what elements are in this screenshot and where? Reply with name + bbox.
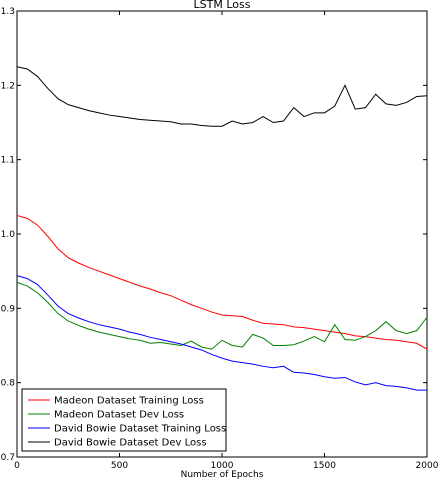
y-tick-label: 1.3 [1, 7, 15, 17]
series-line-3 [16, 66, 428, 127]
y-tick-label: 0.9 [1, 304, 16, 314]
legend-label-3: David Bowie Dataset Dev Loss [54, 438, 207, 449]
y-tick-label: 1.0 [1, 230, 16, 240]
x-tick-label: 0 [14, 461, 20, 471]
series-lines [16, 66, 428, 391]
legend-label-1: Madeon Dataset Dev Loss [54, 410, 184, 421]
series-line-0 [16, 214, 428, 350]
x-axis-label: Number of Epochs [181, 470, 264, 480]
y-tick-label: 0.8 [1, 379, 16, 389]
axis-ticks: 0 500 1000 1500 2000 0.7 0.8 0.9 1.0 1.1 1.2 1.3 [1, 7, 439, 471]
chart-title: LSTM Loss [194, 0, 251, 11]
series-line-1 [16, 281, 428, 350]
series-line-2 [16, 275, 427, 391]
legend-label-0: Madeon Dataset Training Loss [54, 396, 204, 407]
y-tick-label: 1.2 [1, 81, 15, 91]
y-tick-label: 0.7 [1, 453, 15, 463]
legend: Madeon Dataset Training Loss Madeon Datas… [21, 388, 227, 452]
legend-label-2: David Bowie Dataset Training Loss [54, 424, 226, 435]
x-tick-label: 2000 [416, 461, 439, 471]
x-tick-label: 1500 [313, 461, 336, 471]
x-tick-label: 1000 [211, 461, 234, 471]
legend-box [21, 388, 227, 452]
x-tick-label: 500 [111, 461, 128, 471]
y-tick-label: 1.1 [1, 156, 15, 166]
